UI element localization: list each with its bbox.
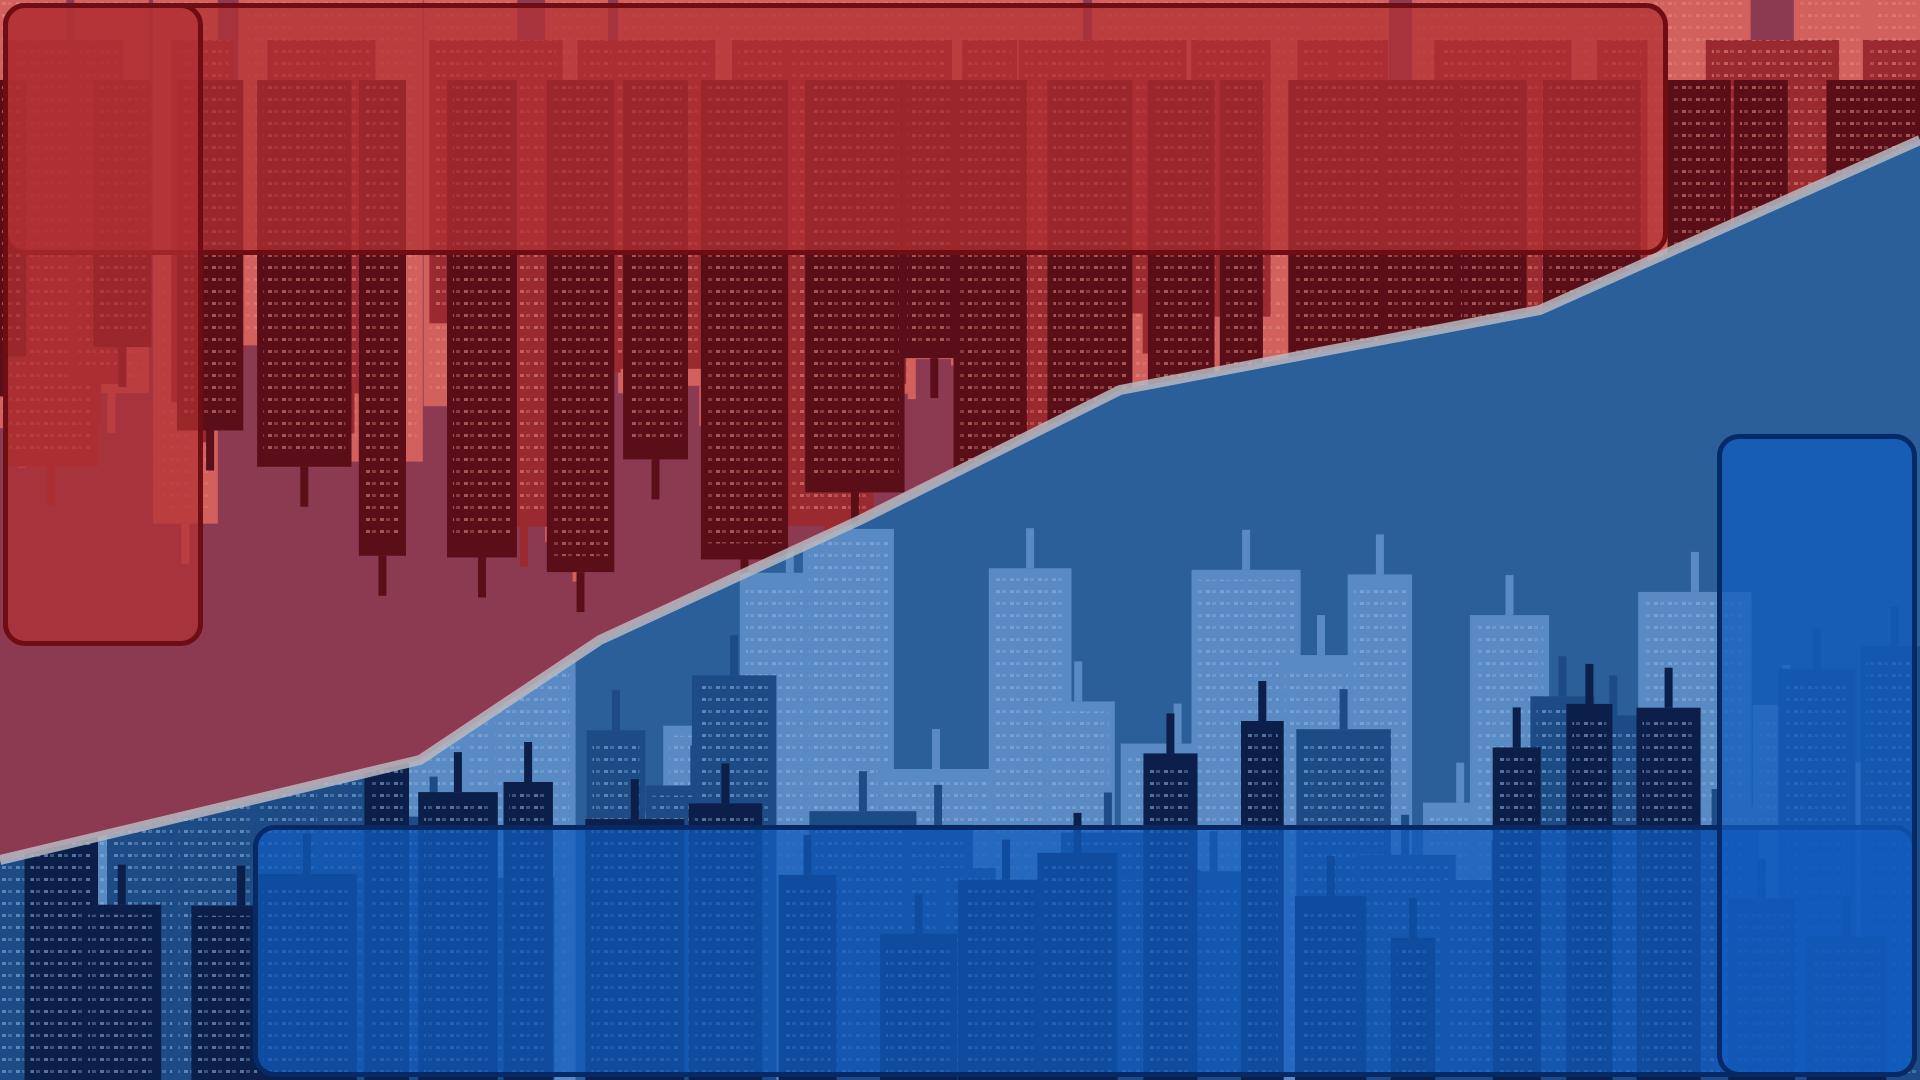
blue-team-area-right	[1717, 434, 1917, 1077]
building-spire	[206, 430, 215, 471]
red-team-area-top	[3, 3, 1668, 255]
building-spire	[1456, 762, 1465, 803]
building-spire	[907, 359, 916, 400]
building-spire	[519, 526, 528, 567]
building-spire	[1166, 713, 1175, 754]
building-windows	[88, 914, 156, 1074]
building-spire	[730, 635, 739, 676]
building-spire	[1242, 529, 1251, 570]
building-spire	[1512, 707, 1521, 748]
building-spire	[1505, 575, 1514, 616]
building-spire	[1558, 656, 1567, 697]
building-spire	[1690, 551, 1699, 592]
building-spire	[524, 742, 533, 782]
building-spire	[1258, 681, 1267, 721]
building-spire	[576, 572, 585, 613]
building-spire	[453, 752, 462, 793]
building-spire	[1103, 792, 1112, 833]
building-spire	[1609, 675, 1618, 716]
building-spire	[1339, 689, 1348, 730]
building-spire	[858, 771, 867, 812]
building-spire	[300, 466, 309, 507]
building-spire	[1711, 789, 1720, 830]
building-spire	[237, 865, 246, 906]
building-spire	[1664, 667, 1673, 708]
building-spire	[1142, 313, 1151, 354]
building-spire	[611, 690, 620, 731]
building-spire	[721, 763, 730, 804]
building-spire	[378, 555, 387, 596]
building-spire	[117, 864, 126, 905]
building-spire	[478, 557, 486, 598]
building-spire	[651, 459, 660, 500]
diagonal-divider	[0, 135, 1920, 865]
blue-team-area-bottom	[253, 825, 1917, 1077]
building-spire	[850, 492, 859, 533]
building-spire	[930, 358, 939, 399]
building-spire	[934, 784, 943, 825]
building-spire	[630, 779, 639, 820]
building-spire	[1074, 661, 1083, 702]
building-spire	[1317, 615, 1325, 656]
building-spire	[1026, 528, 1035, 569]
red-team-area-left	[3, 3, 203, 646]
building-spire	[1375, 534, 1384, 575]
building-spire	[1173, 703, 1182, 744]
building-spire	[932, 729, 940, 769]
building-spire	[1585, 663, 1594, 704]
